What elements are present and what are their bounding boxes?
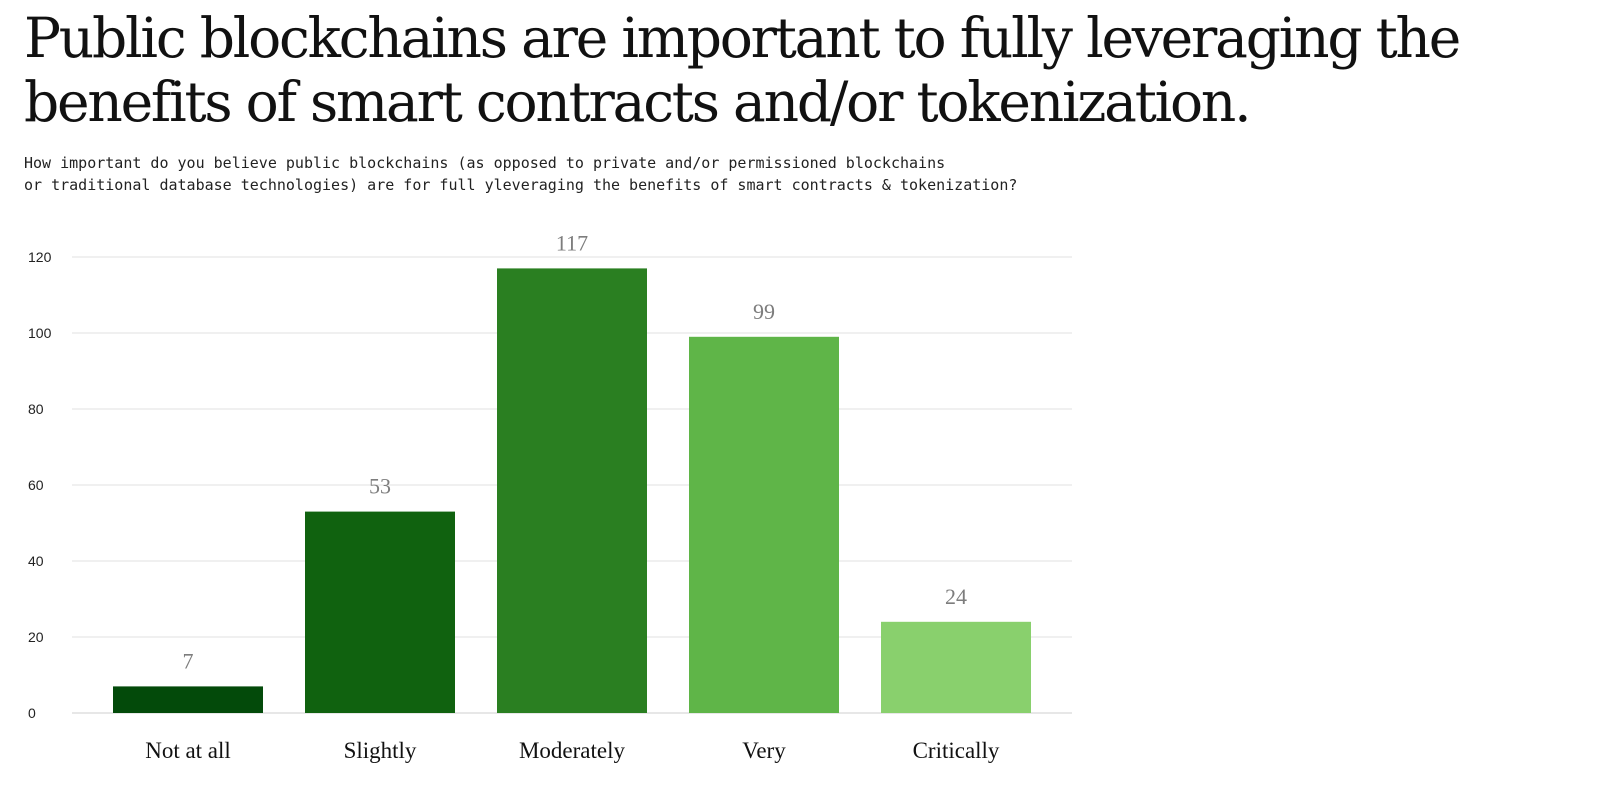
y-tick-label: 80 xyxy=(28,401,44,417)
y-tick-label: 0 xyxy=(28,705,36,721)
bars xyxy=(113,268,1031,713)
chart-subtitle: How important do you believe public bloc… xyxy=(24,154,1018,194)
x-axis-categories: Not at all Slightly Moderately Very Critical… xyxy=(145,738,1000,763)
y-tick-label: 100 xyxy=(28,325,52,341)
data-label: 99 xyxy=(753,299,775,324)
category-label: Slightly xyxy=(344,738,417,763)
y-axis-ticks: 0 20 40 60 80 100 120 xyxy=(28,249,52,721)
data-label: 7 xyxy=(183,648,194,673)
y-tick-label: 40 xyxy=(28,553,44,569)
category-label: Not at all xyxy=(145,738,231,763)
y-tick-label: 20 xyxy=(28,629,44,645)
data-label: 24 xyxy=(945,584,967,609)
y-tick-label: 120 xyxy=(28,249,52,265)
category-label: Very xyxy=(742,738,786,763)
data-labels: 7 53 117 99 24 xyxy=(183,230,968,673)
bar xyxy=(881,621,1031,713)
category-label: Critically xyxy=(913,738,1000,763)
bar xyxy=(497,268,647,713)
bar xyxy=(689,336,839,713)
category-label: Moderately xyxy=(519,738,626,763)
chart-title: Public blockchains are important to full… xyxy=(24,6,1461,134)
bar xyxy=(305,511,455,713)
data-label: 117 xyxy=(556,230,588,255)
bar xyxy=(113,686,263,713)
data-label: 53 xyxy=(369,474,391,499)
bar-chart: 0 20 40 60 80 100 120 7 53 117 99 24 Not at all Sli… xyxy=(28,230,1072,763)
y-tick-label: 60 xyxy=(28,477,44,493)
